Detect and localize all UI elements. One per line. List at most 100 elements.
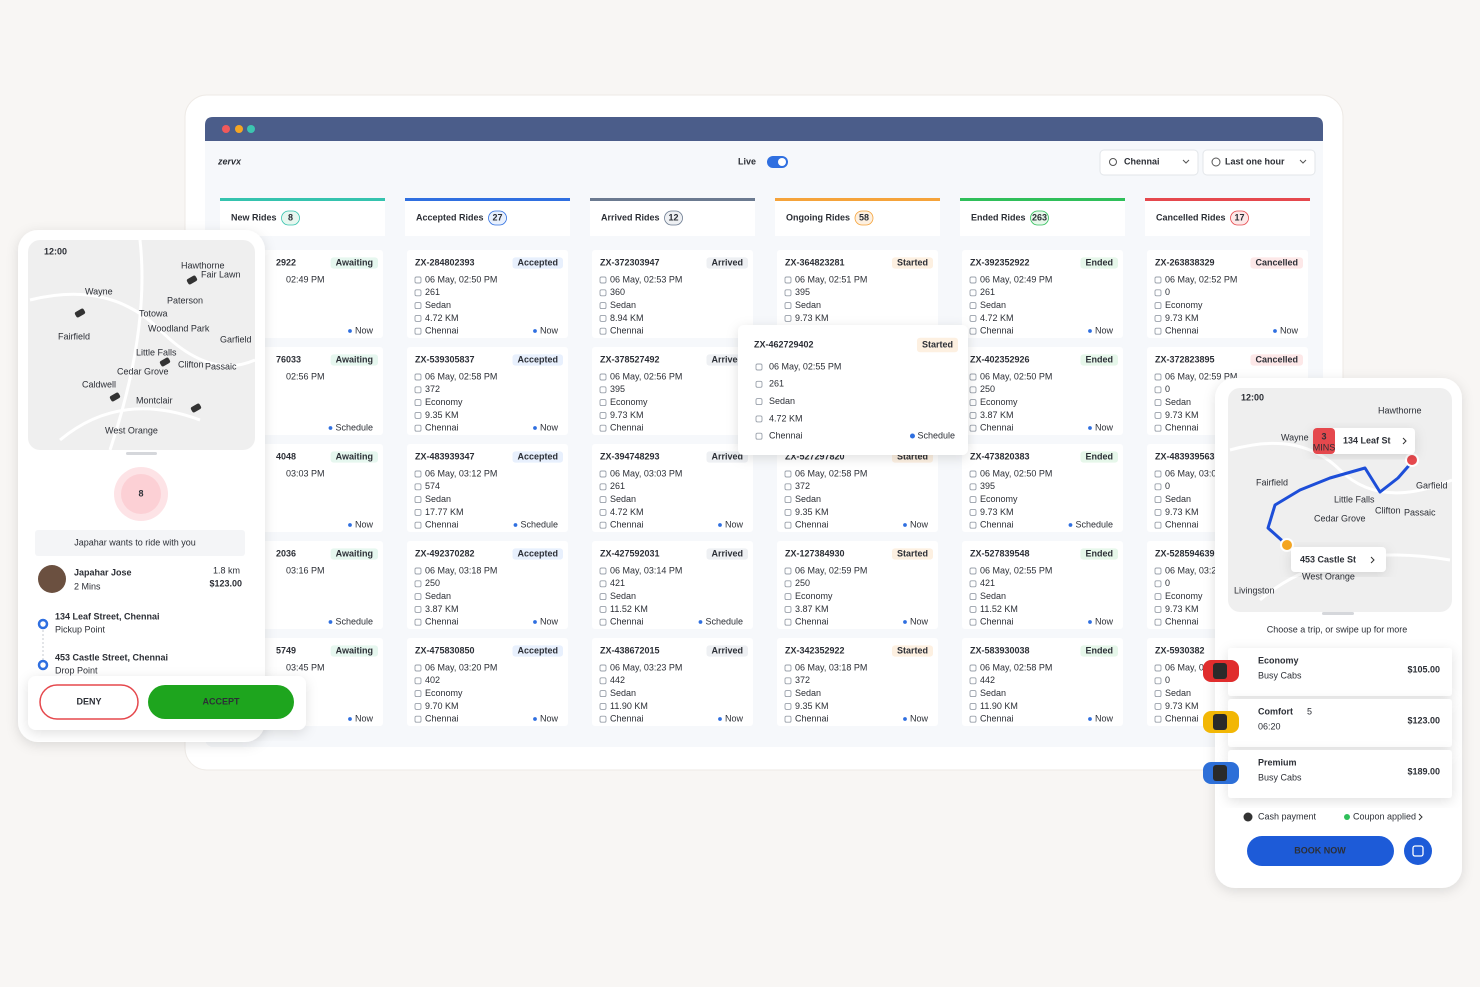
- city-select[interactable]: [1099, 149, 1199, 176]
- icon: [784, 276, 792, 284]
- ride-card[interactable]: ZX-438672015 Arrived 06 May, 03:23 PM 442 Se…: [592, 638, 753, 726]
- card-bg: [592, 541, 753, 629]
- ride-card[interactable]: ZX-473820383 Ended 06 May, 02:50 PM 395 Econ…: [962, 444, 1123, 532]
- icon: [784, 302, 792, 310]
- count-pill: [854, 210, 874, 226]
- ride-popup[interactable]: ZX-462729402 Started 06 May, 02:55 PM 261 Se…: [738, 325, 968, 455]
- column-title: Cancelled Rides: [1156, 212, 1226, 222]
- mode-dot: [1088, 426, 1092, 430]
- mode-dot: [533, 426, 537, 430]
- range-select[interactable]: [1202, 149, 1316, 176]
- trip-option[interactable]: Economy Busy Cabs $105.00: [1203, 648, 1452, 696]
- ride-date: 06 May, 03:18 PM: [795, 662, 867, 672]
- ride-mode: Now: [1280, 325, 1299, 335]
- ride-vehicle: Sedan: [769, 396, 795, 406]
- ride-id: ZX-394748293: [600, 451, 660, 461]
- ride-fare: 372: [425, 384, 440, 394]
- ride-fare: 261: [980, 287, 995, 297]
- ride-card[interactable]: ZX-527297820 Started 06 May, 02:58 PM 372 Se…: [777, 444, 938, 532]
- ride-card[interactable]: ZX-364823281 Started 06 May, 02:51 PM 395 Se…: [777, 250, 938, 338]
- ride-id: ZX-492370282: [415, 548, 475, 558]
- icon: [969, 314, 977, 322]
- column-title: Ended Rides: [971, 212, 1026, 222]
- rider-fare: $123.00: [209, 578, 242, 588]
- trip-option[interactable]: Comfort 5 06:20 $123.00: [1203, 699, 1452, 747]
- ride-mode: Now: [910, 713, 929, 723]
- card-bg: [962, 638, 1123, 726]
- icon: [599, 327, 607, 335]
- column-accent: [405, 198, 570, 201]
- ride-card[interactable]: ZX-483939347 Accepted 06 May, 03:12 PM 574 S…: [407, 444, 568, 532]
- ride-vehicle: Sedan: [980, 591, 1006, 601]
- ride-card[interactable]: ZX-378527492 Arrived 06 May, 02:56 PM 395 Ec…: [592, 347, 753, 435]
- accept-button[interactable]: ACCEPT: [148, 685, 294, 719]
- ride-mode: Schedule: [335, 422, 373, 432]
- ride-card[interactable]: ZX-127384930 Started 06 May, 02:59 PM 250 Ec…: [777, 541, 938, 629]
- status: Accepted: [517, 451, 558, 461]
- ride-city: Chennai: [980, 520, 1014, 530]
- ride-card[interactable]: ZX-583930038 Ended 06 May, 02:58 PM 442 Seda…: [962, 638, 1123, 726]
- icon: [599, 496, 607, 504]
- ride-distance: 3.87 KM: [425, 604, 459, 614]
- cash-icon: [1243, 812, 1253, 822]
- ride-distance: 3.87 KM: [795, 604, 829, 614]
- trip-option[interactable]: Premium Busy Cabs $189.00: [1203, 750, 1452, 798]
- ride-city: Chennai: [425, 617, 459, 627]
- icon: [784, 508, 792, 516]
- ride-card[interactable]: ZX-475830850 Accepted 06 May, 03:20 PM 402 E…: [407, 638, 568, 726]
- ride-card[interactable]: ZX-394748293 Arrived 06 May, 03:03 PM 261 Se…: [592, 444, 753, 532]
- ride-distance: 11.90 KM: [980, 701, 1018, 711]
- icon: [1154, 424, 1162, 432]
- car: [109, 392, 121, 402]
- ride-card[interactable]: ZX-539305837 Accepted 06 May, 02:58 PM 372 E…: [407, 347, 568, 435]
- ride-card[interactable]: ZX-427592031 Arrived 06 May, 03:14 PM 421 Se…: [592, 541, 753, 629]
- ride-card[interactable]: ZX-492370282 Accepted 06 May, 03:18 PM 250 S…: [407, 541, 568, 629]
- ride-date: 06 May, 02:55 PM: [769, 361, 841, 371]
- icon: [969, 664, 977, 672]
- icon: [784, 483, 792, 491]
- icon: [784, 567, 792, 575]
- map-label: West Orange: [1302, 571, 1355, 581]
- ride-card[interactable]: ZX-402352926 Ended 06 May, 02:50 PM 250 Econ…: [962, 347, 1123, 435]
- icon: [1154, 314, 1162, 322]
- book-button[interactable]: BOOK NOW: [1247, 836, 1394, 866]
- status-pill: [330, 354, 378, 366]
- ride-card[interactable]: ZX-263838329 Cancelled 06 May, 02:52 PM 0 Ec…: [1147, 250, 1308, 338]
- layer: zervx Live Chennai Last one hour New Rides 8 2…: [18, 149, 1462, 888]
- status: Arrived: [711, 645, 743, 655]
- card-bg: [962, 444, 1123, 532]
- ride-card[interactable]: ZX-527839548 Ended 06 May, 02:55 PM 421 Seda…: [962, 541, 1123, 629]
- icon: [969, 276, 977, 284]
- ride-vehicle: Sedan: [795, 300, 821, 310]
- icon: [599, 314, 607, 322]
- ride-id: ZX-527297820: [785, 451, 845, 461]
- ride-vehicle: Sedan: [795, 688, 821, 698]
- ride-date: 06 May, 03: [1165, 662, 1209, 672]
- icon: [599, 664, 607, 672]
- icon: [755, 415, 763, 423]
- car: [186, 275, 198, 285]
- ride-vehicle: Economy: [795, 591, 833, 601]
- map-label: Montclair: [136, 395, 173, 405]
- icon: [784, 593, 792, 601]
- schedule-button[interactable]: [1404, 837, 1432, 865]
- ride-card[interactable]: ZX-392352922 Ended 06 May, 02:49 PM 261 Seda…: [962, 250, 1123, 338]
- ride-vehicle: Economy: [610, 397, 648, 407]
- chevron: [1370, 556, 1375, 564]
- ride-card[interactable]: ZX-372303947 Arrived 06 May, 02:53 PM 360 Se…: [592, 250, 753, 338]
- option-sub: Busy Cabs: [1258, 772, 1302, 782]
- column-title: New Rides: [231, 212, 277, 222]
- icon: [784, 521, 792, 529]
- ride-card[interactable]: ZX-342352922 Started 06 May, 03:18 PM 372 Se…: [777, 638, 938, 726]
- icon: [969, 618, 977, 626]
- card-bg: [962, 347, 1123, 435]
- option-bg: [1228, 699, 1452, 747]
- city: Chennai: [1124, 156, 1160, 166]
- eta-value: 3: [1321, 431, 1326, 441]
- icon: [969, 690, 977, 698]
- ride-card[interactable]: ZX-284802393 Accepted 06 May, 02:50 PM 261 S…: [407, 250, 568, 338]
- ride-fare: 0: [1165, 675, 1170, 685]
- car: [190, 403, 202, 413]
- ride-vehicle: Sedan: [610, 688, 636, 698]
- deny-button[interactable]: DENY: [39, 684, 139, 720]
